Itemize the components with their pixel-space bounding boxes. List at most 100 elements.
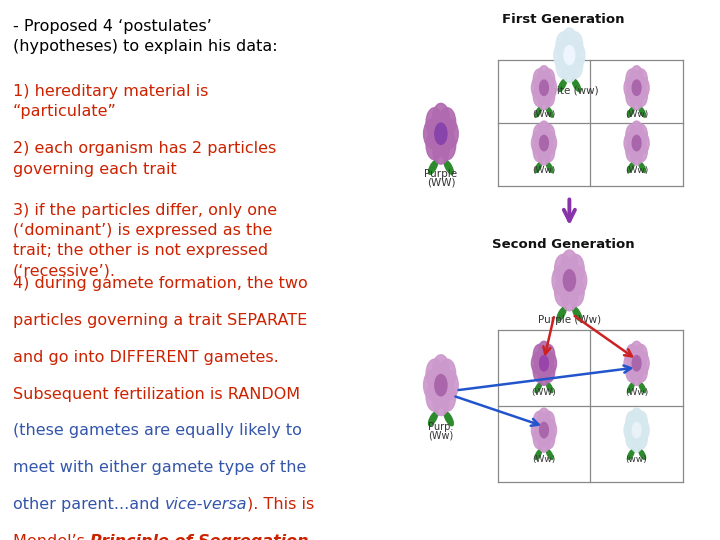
Circle shape: [631, 121, 643, 142]
Circle shape: [626, 69, 638, 90]
Circle shape: [539, 422, 549, 438]
Circle shape: [624, 420, 636, 441]
Circle shape: [439, 359, 456, 388]
Circle shape: [554, 42, 569, 68]
Circle shape: [570, 266, 587, 295]
Ellipse shape: [628, 382, 634, 393]
Circle shape: [534, 361, 545, 382]
Text: other parent...and: other parent...and: [13, 497, 165, 512]
Circle shape: [637, 420, 649, 441]
Text: (WW): (WW): [427, 177, 455, 187]
Ellipse shape: [628, 449, 634, 460]
Circle shape: [433, 355, 449, 384]
Circle shape: [568, 52, 582, 78]
Circle shape: [538, 364, 550, 385]
Circle shape: [531, 132, 544, 153]
Ellipse shape: [546, 107, 553, 117]
Circle shape: [534, 141, 545, 162]
Circle shape: [631, 408, 643, 429]
Circle shape: [624, 353, 636, 374]
Circle shape: [624, 132, 636, 153]
Circle shape: [433, 135, 449, 164]
Circle shape: [554, 277, 571, 306]
Circle shape: [556, 32, 571, 58]
Circle shape: [626, 85, 638, 106]
Circle shape: [538, 408, 550, 429]
Ellipse shape: [535, 382, 541, 393]
Circle shape: [631, 144, 643, 165]
Text: (Ww): (Ww): [532, 166, 556, 174]
Circle shape: [439, 131, 456, 160]
Circle shape: [538, 121, 550, 142]
Circle shape: [556, 52, 571, 78]
Circle shape: [635, 141, 647, 162]
Circle shape: [631, 89, 643, 110]
Circle shape: [570, 42, 585, 68]
Circle shape: [635, 361, 647, 382]
Circle shape: [544, 132, 557, 153]
Circle shape: [538, 66, 550, 87]
Text: Purple: Purple: [424, 169, 457, 179]
Circle shape: [543, 361, 554, 382]
Circle shape: [635, 124, 647, 145]
Ellipse shape: [639, 162, 646, 172]
Ellipse shape: [444, 160, 454, 174]
Ellipse shape: [428, 411, 438, 426]
Circle shape: [567, 277, 584, 306]
Circle shape: [632, 422, 641, 438]
Text: 4) during gamete formation, the two: 4) during gamete formation, the two: [13, 276, 307, 292]
Text: Second Generation: Second Generation: [492, 239, 635, 252]
Circle shape: [626, 124, 638, 145]
Circle shape: [637, 77, 649, 98]
Circle shape: [568, 32, 582, 58]
Circle shape: [626, 361, 638, 382]
Circle shape: [544, 353, 557, 374]
Circle shape: [538, 341, 550, 362]
Circle shape: [534, 69, 545, 90]
Circle shape: [423, 370, 440, 400]
Circle shape: [562, 28, 577, 54]
Circle shape: [563, 270, 575, 291]
Circle shape: [632, 355, 641, 371]
Circle shape: [554, 254, 571, 284]
Ellipse shape: [628, 107, 634, 117]
Circle shape: [561, 250, 577, 279]
Circle shape: [631, 341, 643, 362]
Circle shape: [439, 108, 456, 137]
Circle shape: [564, 45, 575, 65]
Text: (Ww): (Ww): [625, 110, 648, 119]
Circle shape: [538, 89, 550, 110]
Text: Purple (Ww): Purple (Ww): [538, 315, 601, 326]
Circle shape: [534, 345, 545, 366]
Text: meet with either gamete type of the: meet with either gamete type of the: [13, 460, 306, 475]
Circle shape: [631, 66, 643, 87]
Circle shape: [426, 131, 443, 160]
Text: (Ww): (Ww): [532, 455, 556, 464]
Circle shape: [543, 69, 554, 90]
Circle shape: [534, 428, 545, 449]
Ellipse shape: [428, 160, 438, 174]
Circle shape: [561, 282, 577, 311]
Circle shape: [439, 382, 456, 411]
Text: Principle of Segregation: Principle of Segregation: [90, 534, 308, 540]
Circle shape: [433, 103, 449, 132]
Circle shape: [631, 431, 643, 452]
Circle shape: [635, 345, 647, 366]
Text: (WW): (WW): [531, 388, 557, 397]
Text: (Ww): (Ww): [532, 110, 556, 119]
Text: 1) hereditary material is
“particulate”: 1) hereditary material is “particulate”: [13, 84, 208, 119]
Circle shape: [632, 80, 641, 96]
Circle shape: [534, 85, 545, 106]
Ellipse shape: [557, 307, 566, 321]
Text: and go into DIFFERENT gametes.: and go into DIFFERENT gametes.: [13, 350, 279, 365]
Text: White (ww): White (ww): [540, 85, 599, 96]
Circle shape: [538, 431, 550, 452]
Circle shape: [562, 56, 577, 83]
Ellipse shape: [572, 79, 580, 91]
Circle shape: [543, 85, 554, 106]
Circle shape: [435, 375, 447, 396]
Circle shape: [635, 85, 647, 106]
Circle shape: [635, 428, 647, 449]
Ellipse shape: [444, 411, 454, 426]
Ellipse shape: [535, 162, 541, 172]
